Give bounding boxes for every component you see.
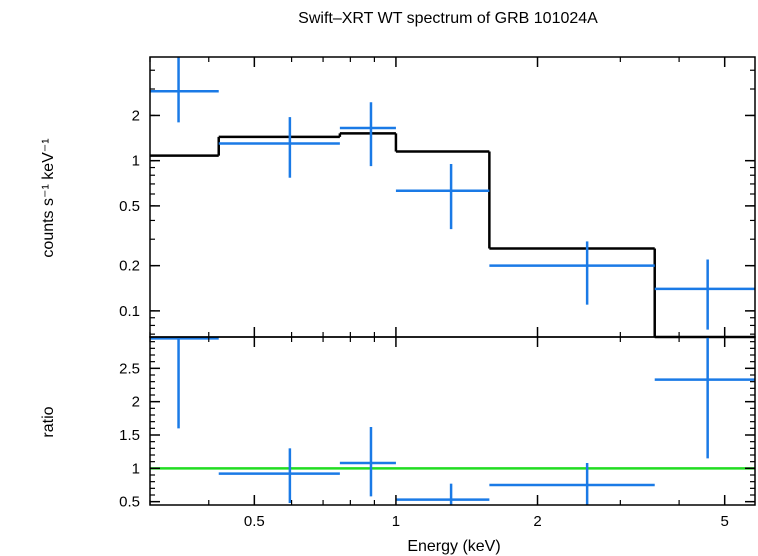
ratio-y-axis-label: ratio (40, 406, 57, 437)
chart-title: Swift–XRT WT spectrum of GRB 101024A (298, 10, 598, 27)
spectrum-data-point (489, 241, 655, 305)
ratio-y-tick-label: 2.5 (119, 360, 140, 377)
x-tick-label: 0.5 (244, 513, 265, 530)
x-tick-label: 1 (392, 513, 400, 530)
spectrum-data-point (150, 57, 219, 123)
spectrum-panel-frame (149, 56, 756, 338)
x-tick-label: 5 (721, 513, 729, 530)
ratio-y-tick-label: 1 (132, 460, 140, 477)
ratio-y-tick-label: 0.5 (119, 494, 140, 511)
spectrum-data-point (339, 102, 396, 167)
spectrum-model-histogram (150, 132, 755, 339)
spectrum-y-tick-label: 0.1 (119, 303, 140, 320)
ratio-data-point (654, 337, 755, 459)
spectrum-y-tick-label: 0.2 (119, 258, 140, 275)
ratio-data-point (489, 463, 655, 505)
x-axis-label: Energy (keV) (407, 538, 500, 555)
spectrum-y-tick-label: 1 (132, 153, 140, 170)
ratio-panel-frame (149, 336, 756, 506)
spectrum-y-tick-label: 0.5 (119, 198, 140, 215)
spectrum-y-tick-label: 2 (132, 107, 140, 124)
ratio-data-point (339, 427, 396, 497)
ratio-data-point (395, 483, 490, 505)
spectrum-data-point (218, 117, 340, 178)
ratio-data-point (150, 337, 219, 429)
ratio-y-tick-label: 1.5 (119, 427, 140, 444)
x-tick-label: 2 (533, 513, 541, 530)
ratio-data-point (218, 448, 340, 503)
spectrum-data-point (654, 259, 755, 330)
ratio-y-tick-label: 2 (132, 394, 140, 411)
spectrum-y-axis-label: counts s⁻¹ keV⁻¹ (40, 138, 57, 257)
spectrum-data-point (395, 164, 490, 230)
